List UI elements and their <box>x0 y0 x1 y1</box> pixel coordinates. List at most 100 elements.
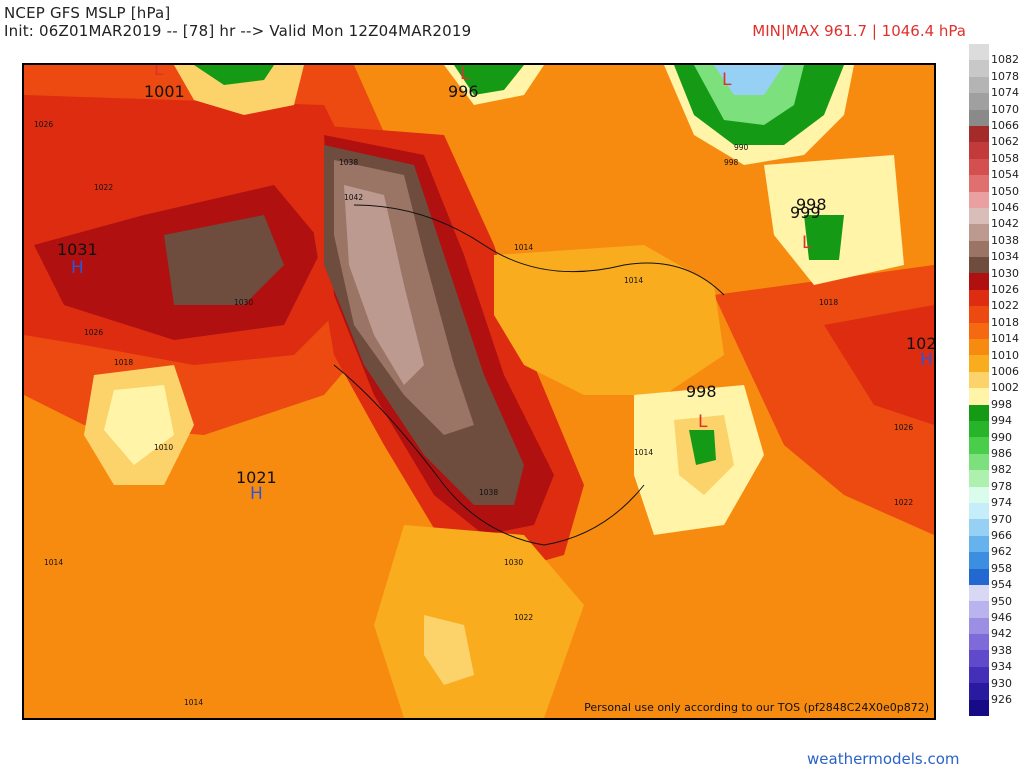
colorbar-cell <box>969 339 989 356</box>
colorbar-label: 1042 <box>991 217 1019 231</box>
colorbar-label: 962 <box>991 545 1012 559</box>
colorbar-label: 946 <box>991 611 1012 624</box>
contour-label: 1042 <box>344 193 363 202</box>
colorbar-label: 934 <box>991 660 1012 674</box>
low-1001-letter: L <box>154 65 164 80</box>
contour-label: 1030 <box>504 558 523 567</box>
colorbar-cell <box>969 44 989 61</box>
chart-title: NCEP GFS MSLP [hPa] <box>4 4 171 22</box>
colorbar-label: 1078 <box>991 69 1019 83</box>
colorbar-cell <box>969 420 989 438</box>
colorbar-cell <box>969 617 989 635</box>
colorbar-label: 982 <box>991 463 1012 477</box>
colorbar-label: 1046 <box>991 201 1019 214</box>
colorbar-cell <box>969 535 989 553</box>
colorbar-label: 1058 <box>991 151 1019 165</box>
contour-label: 1022 <box>94 183 113 192</box>
colorbar-label: 978 <box>991 479 1012 493</box>
colorbar-cell <box>969 388 989 405</box>
colorbar-label: 1050 <box>991 184 1019 198</box>
colorbar-cell <box>969 683 989 700</box>
low-center-1001-core <box>194 65 274 85</box>
pacific-1006-region <box>104 385 174 465</box>
coastline-hint <box>333 364 645 546</box>
colorbar-cell <box>969 634 989 651</box>
low-996-value: 996 <box>448 82 479 101</box>
site-link[interactable]: weathermodels.com <box>807 750 960 768</box>
colorbar-cell <box>969 273 989 290</box>
colorbar-cell <box>969 371 989 389</box>
colorbar-cell <box>969 175 989 192</box>
colorbar-label: 1022 <box>991 299 1019 313</box>
contour-label: 998 <box>724 158 739 167</box>
mexico-1014-region <box>374 525 584 718</box>
colorbar-label: 1002 <box>991 381 1019 395</box>
colorbar-label: 930 <box>991 676 1012 690</box>
high-1021-value: 1021 <box>236 468 277 487</box>
map-canvas: 1026 1022 1026 1018 1010 1030 1038 1042 … <box>24 65 934 718</box>
colorbar-label: 954 <box>991 578 1012 592</box>
colorbar-label: 1026 <box>991 283 1019 296</box>
contour-label: 1030 <box>234 298 253 307</box>
colorbar-cell <box>969 584 989 602</box>
contour-label: 1014 <box>44 558 63 567</box>
contour-label: 1014 <box>624 276 643 285</box>
colorbar-cell <box>969 289 989 307</box>
low-999-value: 999 <box>790 203 821 222</box>
pressure-band-1026-east <box>824 305 934 425</box>
colorbar-label: 994 <box>991 414 1012 428</box>
coastline-hint-north <box>353 204 725 296</box>
colorbar-label: 938 <box>991 643 1012 657</box>
contour-label: 1018 <box>819 298 838 307</box>
colorbar-label: 990 <box>991 430 1012 444</box>
high-1021-letter: H <box>250 484 263 504</box>
colorbar-label: 942 <box>991 627 1012 641</box>
colorbar-cell <box>969 306 989 323</box>
colorbar-label: 1062 <box>991 135 1019 149</box>
colorbar-cell <box>969 552 989 569</box>
contour-label: 1038 <box>479 488 498 497</box>
colorbar-cell <box>969 568 989 585</box>
colorbar-cell <box>969 699 989 717</box>
low-center-967-core <box>714 65 784 95</box>
colorbar-label: 1006 <box>991 365 1019 378</box>
contour-label: 1026 <box>894 423 913 432</box>
low-998-letter: L <box>698 412 708 432</box>
colorbar-cell <box>969 437 989 454</box>
colorbar-cell <box>969 601 989 618</box>
pressure-colorbar <box>969 44 989 717</box>
contour-label: 1014 <box>184 698 203 707</box>
colorbar-label: 1054 <box>991 168 1019 182</box>
high-1031-letter: H <box>71 258 84 278</box>
pressure-band-1014 <box>494 245 724 395</box>
low-1001-value: 1001 <box>144 82 185 101</box>
low-998-value: 998 <box>686 382 717 401</box>
colorbar-label: 1082 <box>991 53 1019 67</box>
colorbar-label: 1010 <box>991 348 1019 362</box>
colorbar-cell <box>969 470 989 487</box>
colorbar-cell <box>969 453 989 471</box>
colorbar-label: 1070 <box>991 102 1019 116</box>
colorbar-cell <box>969 502 989 520</box>
colorbar-label: 1030 <box>991 266 1019 280</box>
colorbar-cell <box>969 224 989 241</box>
low-center-1001-outer <box>174 65 304 115</box>
pressure-band-1034 <box>164 215 284 305</box>
colorbar-label: 974 <box>991 496 1012 510</box>
colorbar-label: 966 <box>991 529 1012 542</box>
low-999-letter: L <box>802 233 812 253</box>
colorbar-cell <box>969 355 989 372</box>
colorbar-cell <box>969 191 989 208</box>
colorbar-cell <box>969 240 989 258</box>
colorbar-cell <box>969 109 989 126</box>
colorbar-label: 986 <box>991 447 1012 460</box>
low-967-letter: L <box>722 70 732 90</box>
colorbar-label: 1018 <box>991 315 1019 329</box>
mexico-1010-region <box>424 615 474 685</box>
continental-ridge-1042 <box>344 185 424 385</box>
contour-label: 1018 <box>114 358 133 367</box>
colorbar-label: 1034 <box>991 250 1019 264</box>
colorbar-label: 958 <box>991 561 1012 575</box>
contour-label: 1010 <box>154 443 173 452</box>
colorbar-cell <box>969 125 989 143</box>
